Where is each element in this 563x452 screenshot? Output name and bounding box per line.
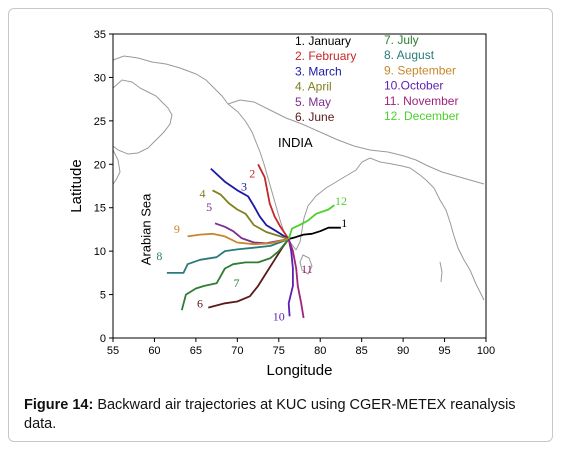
x-axis-title: Longitude [267,362,333,379]
legend-entry: 10.October [384,79,443,93]
y-tick-label: 30 [94,72,106,84]
caption-label: Figure 14: [24,397,94,413]
trajectory-line-12 [287,204,335,240]
legend-entry: 7. July [384,33,419,47]
x-tick-label: 90 [397,345,409,357]
legend-entry: 6. June [295,110,335,124]
arabian-sea-label: Arabian Sea [138,193,153,265]
trajectory-line-9 [187,232,289,246]
india-label: INDIA [278,135,313,150]
legend-entry: 3. March [295,64,342,78]
y-tick-label: 15 [94,203,106,215]
trajectory-line-6 [208,238,290,309]
trajectory-line-8 [166,238,290,274]
legend-entry: 9. September [384,63,456,77]
trajectory-line-10 [287,238,294,317]
legend-entry: 5. May [295,95,331,109]
series-label-2: 2 [249,166,255,180]
x-tick-label: 75 [273,345,285,357]
trajectory-line-4 [212,189,289,240]
series-label-12: 12 [335,194,347,208]
series-label-5: 5 [206,200,212,214]
x-tick-label: 95 [438,345,450,357]
series-label-4: 4 [200,186,206,200]
trajectory-line-7 [180,238,290,311]
figure-frame [8,8,553,442]
trajectory-line-1 [288,226,341,240]
y-tick-label: 35 [94,29,106,41]
legend-entry: 12. December [384,109,459,123]
trajectory-line-2 [257,163,290,240]
legend-entry: 4. April [295,80,332,94]
plot-border [112,33,487,339]
y-tick-label: 20 [94,159,106,171]
y-tick-label: 10 [94,246,106,258]
legend-entry: 1. January [295,34,351,48]
legend-entry: 2. February [295,49,356,63]
y-tick-label: 0 [100,333,106,345]
trajectory-line-11 [287,238,305,319]
x-tick-label: 65 [190,345,202,357]
x-tick-label: 85 [356,345,368,357]
series-label-3: 3 [241,179,247,193]
y-tick-label: 5 [100,290,106,302]
y-axis-title: Latitude [68,159,85,212]
series-label-6: 6 [197,297,203,311]
x-tick-label: 55 [107,345,119,357]
legend-entry: 8. August [384,48,435,62]
figure-caption: Figure 14: Backward air trajectories at … [24,396,539,434]
series-label-10: 10 [273,310,285,324]
series-label-8: 8 [156,249,162,263]
caption-text: Backward air trajectories at KUC using C… [24,397,516,432]
trajectory-line-5 [214,222,289,245]
x-tick-label: 80 [314,345,326,357]
x-tick-label: 70 [231,345,243,357]
y-tick-label: 25 [94,116,106,128]
legend-entry: 11. November [384,94,458,108]
series-label-1: 1 [341,216,347,230]
series-label-9: 9 [174,222,180,236]
series-label-11: 11 [301,262,313,276]
series-label-7: 7 [234,276,240,290]
map-outline [112,55,485,301]
trajectory-line-3 [210,167,290,240]
x-tick-label: 60 [148,345,160,357]
x-tick-label: 100 [477,345,495,357]
